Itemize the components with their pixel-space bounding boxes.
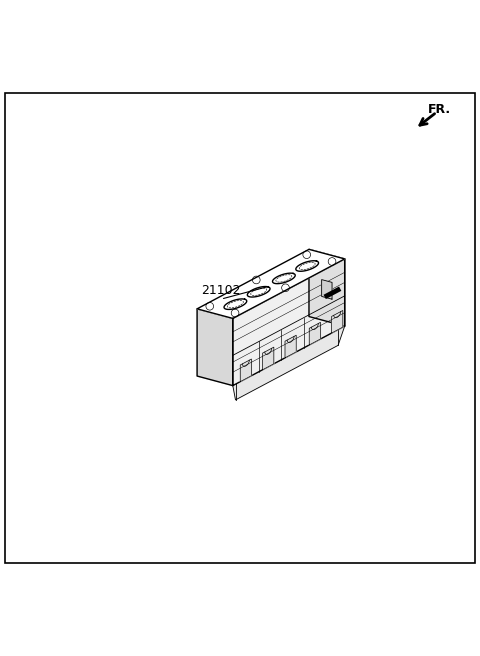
Polygon shape [197,309,233,386]
Polygon shape [285,335,296,358]
Polygon shape [224,299,247,310]
Polygon shape [309,322,321,345]
Polygon shape [296,260,319,272]
Polygon shape [263,347,274,370]
Polygon shape [309,249,345,326]
Polygon shape [233,326,345,400]
Polygon shape [247,287,270,297]
Polygon shape [332,310,343,333]
Polygon shape [233,259,345,386]
Text: FR.: FR. [428,103,451,116]
Polygon shape [197,249,345,318]
Polygon shape [273,273,295,283]
Polygon shape [322,279,332,299]
Text: 21102: 21102 [201,284,240,297]
Polygon shape [240,359,252,382]
